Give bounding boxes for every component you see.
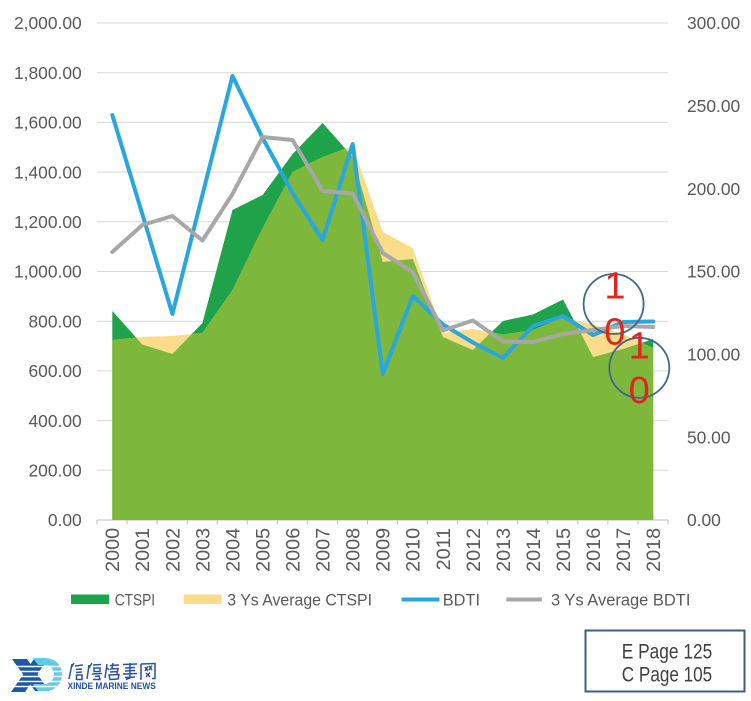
svg-text:200.00: 200.00 — [28, 461, 81, 481]
svg-text:2006: 2006 — [283, 528, 305, 572]
svg-text:0.00: 0.00 — [687, 510, 721, 530]
svg-text:2015: 2015 — [553, 528, 575, 572]
svg-text:BDTI: BDTI — [443, 591, 480, 610]
svg-text:2013: 2013 — [493, 528, 515, 572]
svg-text:0: 0 — [629, 370, 650, 412]
svg-text:2004: 2004 — [222, 528, 244, 572]
svg-text:2009: 2009 — [373, 528, 395, 572]
svg-text:1: 1 — [604, 266, 625, 308]
svg-text:E Page 125: E Page 125 — [622, 641, 712, 664]
svg-text:1: 1 — [629, 326, 650, 368]
svg-text:200.00: 200.00 — [687, 179, 740, 199]
svg-text:2018: 2018 — [643, 528, 665, 572]
svg-text:2011: 2011 — [433, 528, 455, 571]
svg-text:600.00: 600.00 — [28, 361, 81, 381]
svg-text:1,800.00: 1,800.00 — [14, 63, 82, 83]
svg-text:1,200.00: 1,200.00 — [14, 212, 82, 232]
svg-text:0: 0 — [604, 311, 625, 353]
svg-text:2016: 2016 — [583, 528, 605, 572]
svg-text:800.00: 800.00 — [28, 311, 81, 331]
svg-text:1,400.00: 1,400.00 — [14, 162, 82, 182]
svg-text:2010: 2010 — [403, 528, 425, 572]
svg-text:2003: 2003 — [192, 528, 214, 572]
svg-text:2008: 2008 — [343, 528, 365, 572]
svg-text:300.00: 300.00 — [687, 13, 740, 33]
svg-text:2005: 2005 — [252, 528, 274, 572]
svg-text:2014: 2014 — [523, 528, 545, 572]
svg-text:1,000.00: 1,000.00 — [14, 262, 82, 282]
svg-text:150.00: 150.00 — [687, 262, 740, 282]
svg-text:2002: 2002 — [162, 528, 184, 572]
svg-text:2012: 2012 — [463, 528, 485, 572]
svg-text:C Page 105: C Page 105 — [622, 664, 712, 687]
svg-text:2001: 2001 — [132, 528, 154, 572]
svg-text:2,000.00: 2,000.00 — [14, 13, 82, 33]
svg-text:2007: 2007 — [313, 528, 335, 572]
svg-text:XINDE MARINE NEWS: XINDE MARINE NEWS — [68, 681, 156, 692]
svg-text:400.00: 400.00 — [28, 411, 81, 431]
svg-text:CTSPI: CTSPI — [115, 591, 155, 610]
svg-text:2017: 2017 — [613, 528, 635, 572]
svg-text:3 Ys Average CTSPI: 3 Ys Average CTSPI — [227, 591, 372, 610]
svg-text:0.00: 0.00 — [48, 510, 82, 530]
svg-text:250.00: 250.00 — [687, 96, 740, 116]
svg-text:100.00: 100.00 — [687, 345, 740, 365]
svg-text:50.00: 50.00 — [687, 427, 731, 447]
svg-text:3 Ys Average BDTI: 3 Ys Average BDTI — [551, 591, 690, 610]
svg-text:2000: 2000 — [102, 528, 124, 572]
svg-text:1,600.00: 1,600.00 — [14, 113, 82, 133]
